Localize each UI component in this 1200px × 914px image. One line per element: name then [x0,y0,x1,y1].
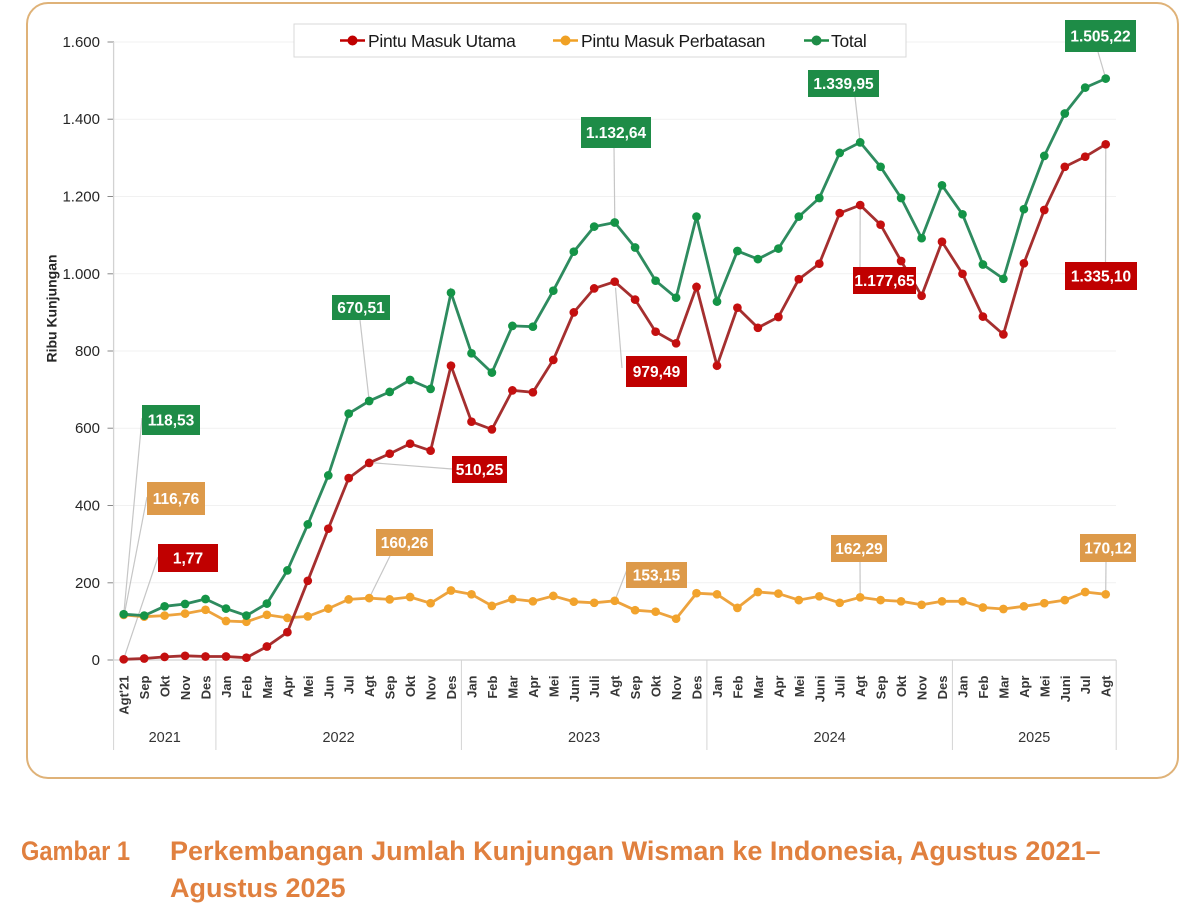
svg-text:Des: Des [935,676,950,700]
svg-text:Sep: Sep [628,675,643,699]
svg-text:Apr: Apr [280,676,295,698]
svg-text:Mar: Mar [505,676,520,699]
svg-text:670,51: 670,51 [337,300,385,317]
svg-text:1.505,22: 1.505,22 [1070,29,1130,46]
svg-text:118,53: 118,53 [148,413,195,430]
svg-text:Mei: Mei [1037,676,1052,698]
svg-text:170,12: 170,12 [1084,541,1131,558]
svg-text:Feb: Feb [976,675,991,698]
svg-text:Sep: Sep [874,675,889,699]
svg-text:Juni: Juni [812,676,827,703]
svg-text:2022: 2022 [322,730,354,746]
svg-text:200: 200 [75,575,100,592]
svg-text:2024: 2024 [813,730,845,746]
svg-text:160,26: 160,26 [381,535,429,552]
svg-text:600: 600 [75,420,100,437]
svg-text:Agt'21: Agt'21 [117,676,132,715]
svg-text:Total: Total [831,31,866,51]
svg-text:400: 400 [75,498,100,515]
svg-text:Mei: Mei [546,676,561,698]
svg-text:Juni: Juni [567,676,582,703]
svg-text:Mei: Mei [792,676,807,698]
svg-text:Des: Des [199,676,214,700]
svg-text:800: 800 [75,343,100,360]
svg-text:Des: Des [444,676,459,700]
svg-text:Ribu Kunjungan: Ribu Kunjungan [44,254,60,362]
svg-text:2025: 2025 [1018,730,1050,746]
svg-text:Jan: Jan [219,675,234,697]
svg-text:Pintu Masuk Utama: Pintu Masuk Utama [368,31,516,51]
svg-text:Jul: Jul [342,676,357,695]
svg-text:Sep: Sep [137,675,152,699]
svg-text:Feb: Feb [485,675,500,698]
svg-text:Jun: Jun [321,675,336,698]
svg-text:116,76: 116,76 [153,491,200,508]
svg-text:Agt: Agt [362,675,377,697]
svg-text:Feb: Feb [730,675,745,698]
svg-text:Jul: Jul [1078,676,1093,695]
svg-text:1,77: 1,77 [173,551,203,568]
svg-text:2021: 2021 [149,730,181,746]
svg-text:Juli: Juli [587,676,602,698]
svg-text:162,29: 162,29 [835,541,883,558]
svg-text:0: 0 [92,652,100,669]
svg-text:Jan: Jan [710,675,725,697]
svg-text:Nov: Nov [669,675,684,700]
svg-text:1.339,95: 1.339,95 [813,76,874,93]
svg-text:Agt: Agt [608,675,623,697]
svg-text:Okt: Okt [894,675,909,697]
svg-text:Mar: Mar [260,676,275,699]
svg-text:2023: 2023 [568,730,600,746]
svg-text:Pintu Masuk Perbatasan: Pintu Masuk Perbatasan [581,31,765,51]
svg-text:510,25: 510,25 [456,462,504,479]
svg-text:Apr: Apr [526,676,541,698]
svg-text:Okt: Okt [649,675,664,697]
svg-text:Apr: Apr [1017,676,1032,698]
svg-text:Juni: Juni [1058,676,1073,703]
svg-text:153,15: 153,15 [633,568,681,585]
svg-text:Juli: Juli [833,676,848,698]
svg-text:1.200: 1.200 [62,189,100,206]
svg-text:Nov: Nov [424,675,439,700]
svg-text:Okt: Okt [158,675,173,697]
svg-text:Sep: Sep [383,675,398,699]
svg-text:Okt: Okt [403,675,418,697]
svg-text:Jan: Jan [465,675,480,697]
svg-text:1.335,10: 1.335,10 [1071,269,1131,286]
svg-text:Mar: Mar [996,676,1011,699]
svg-text:1.177,65: 1.177,65 [854,273,915,290]
svg-text:Agt: Agt [853,675,868,697]
svg-text:Apr: Apr [771,676,786,698]
svg-text:1.600: 1.600 [62,34,100,51]
svg-text:Nov: Nov [178,675,193,700]
svg-text:Nov: Nov [915,675,930,700]
svg-text:Mei: Mei [301,676,316,698]
svg-text:Des: Des [690,676,705,700]
svg-text:1.132,64: 1.132,64 [586,125,647,142]
svg-text:Agt: Agt [1099,675,1114,697]
svg-text:1.400: 1.400 [62,111,100,128]
svg-text:Mar: Mar [751,676,766,699]
svg-text:979,49: 979,49 [633,364,681,381]
svg-text:Jan: Jan [956,675,971,697]
svg-text:Feb: Feb [239,675,254,698]
svg-text:1.000: 1.000 [62,266,100,283]
